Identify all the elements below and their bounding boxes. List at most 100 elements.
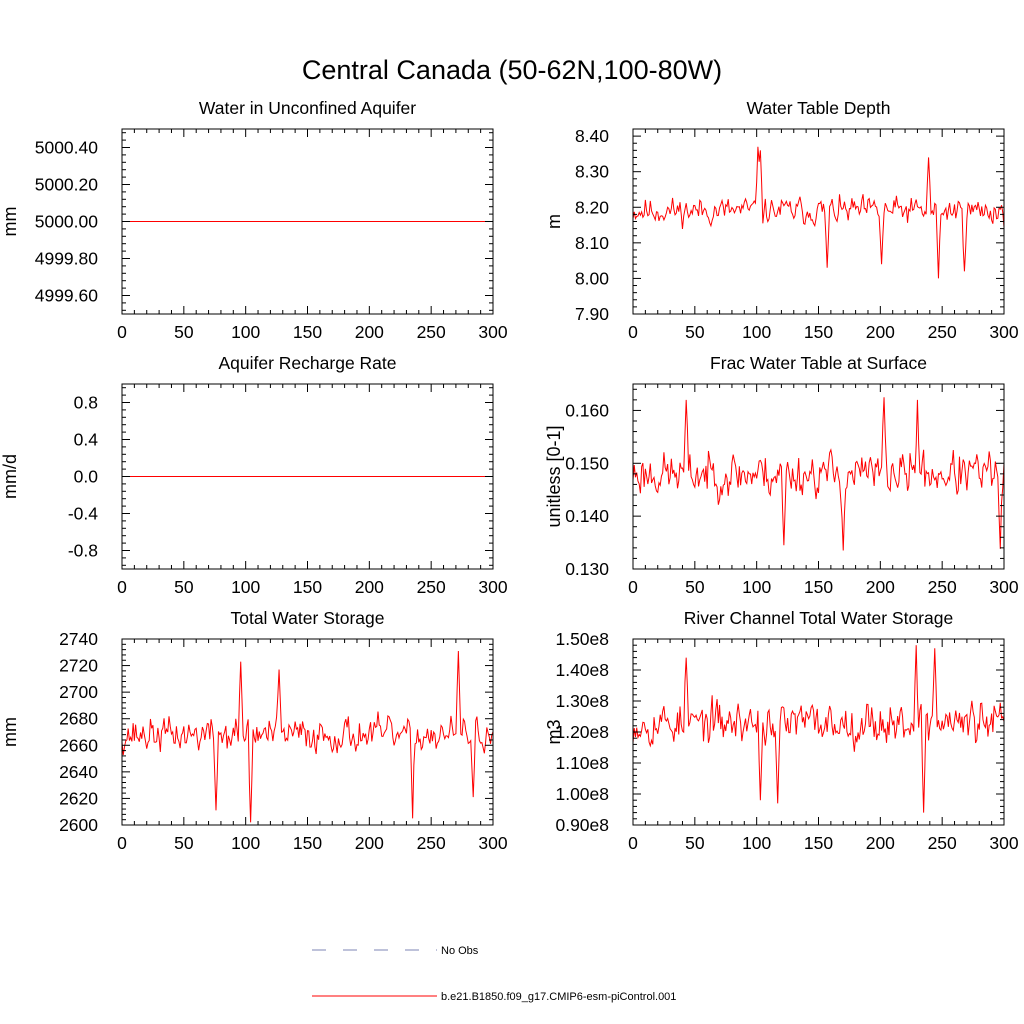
- panel-6: River Channel Total Water Storage m3 0 50 10…: [544, 608, 1019, 853]
- x-tick-label: 250: [417, 322, 446, 342]
- y-tick-label: 5000.20: [35, 175, 99, 195]
- y-tick-label: 1.10e8: [555, 753, 609, 773]
- x-tick-label: 250: [928, 322, 957, 342]
- x-tick-label: 150: [293, 577, 322, 597]
- legend: No Obs b.e21.B1850.f09_g17.CMIP6-esm-piCo…: [312, 945, 676, 1003]
- y-axis-label: m: [544, 214, 564, 229]
- x-tick-label: 300: [989, 577, 1018, 597]
- y-axis-label: mm/d: [0, 454, 20, 499]
- y-tick-label: 0.130: [565, 559, 609, 579]
- figure-title: Central Canada (50-62N,100-80W): [302, 55, 722, 85]
- y-tick-label: 1.20e8: [555, 722, 609, 742]
- y-tick-label: 2640: [59, 762, 98, 782]
- panel-3: Aquifer Recharge Rate mm/d 0 50 100 150 200 250…: [0, 353, 508, 597]
- x-tick-label: 150: [804, 833, 833, 853]
- x-tick-label: 50: [685, 833, 705, 853]
- y-axis-label: unitless [0-1]: [544, 425, 564, 527]
- x-tick-label: 300: [989, 322, 1018, 342]
- x-tick-label: 100: [231, 577, 260, 597]
- y-tick-label: 1.00e8: [555, 784, 609, 804]
- panel-2: Water Table Depth m 0 50 100 150 200 250 300 7.90…: [544, 98, 1019, 342]
- y-tick-label: 0.8: [74, 393, 98, 413]
- panel-title: Water Table Depth: [747, 98, 891, 118]
- panel-1: Water in Unconfined Aquifer mm 0 50 100 150 20…: [0, 98, 508, 342]
- x-tick-label: 0: [117, 833, 127, 853]
- y-tick-label: 0.160: [565, 400, 609, 420]
- y-tick-label: 0.0: [74, 467, 99, 487]
- y-axis-label: m3: [544, 719, 564, 744]
- series-line: [633, 397, 1004, 551]
- x-tick-label: 50: [174, 833, 194, 853]
- x-tick-label: 200: [355, 577, 384, 597]
- x-tick-label: 0: [628, 577, 638, 597]
- y-tick-label: 2680: [59, 709, 98, 729]
- y-tick-label: -0.4: [68, 504, 98, 524]
- y-tick-label: 0.4: [74, 430, 99, 450]
- y-tick-label: 1.40e8: [555, 660, 609, 680]
- y-tick-label: 2700: [59, 682, 98, 702]
- x-tick-label: 50: [174, 577, 194, 597]
- y-tick-label: 2620: [59, 788, 98, 808]
- x-tick-label: 100: [742, 833, 771, 853]
- y-tick-label: 1.30e8: [555, 691, 609, 711]
- x-tick-label: 50: [174, 322, 194, 342]
- x-tick-label: 150: [293, 322, 322, 342]
- panel-title: Frac Water Table at Surface: [710, 353, 927, 373]
- y-axis-label: mm: [0, 717, 20, 747]
- x-tick-label: 250: [417, 833, 446, 853]
- panel-5: Total Water Storage mm 0 50 100 150 200 250 300 2…: [0, 608, 508, 853]
- plot-frame: [632, 128, 1005, 315]
- y-tick-label: 0.150: [565, 453, 609, 473]
- legend-label: No Obs: [441, 945, 479, 957]
- legend-label: b.e21.B1850.f09_g17.CMIP6-esm-piControl.…: [441, 991, 676, 1003]
- y-tick-label: 8.20: [575, 197, 609, 217]
- x-tick-label: 0: [117, 322, 127, 342]
- x-tick-label: 300: [478, 577, 507, 597]
- x-tick-label: 50: [685, 577, 705, 597]
- y-tick-label: 4999.80: [35, 249, 99, 269]
- x-tick-label: 200: [355, 322, 384, 342]
- y-tick-label: 1.50e8: [555, 629, 609, 649]
- x-tick-label: 300: [989, 833, 1018, 853]
- y-tick-label: 8.00: [575, 268, 609, 288]
- y-tick-label: 2660: [59, 735, 98, 755]
- x-tick-label: 250: [928, 833, 957, 853]
- y-tick-label: 5000.00: [35, 212, 99, 232]
- x-tick-label: 300: [478, 322, 507, 342]
- series-line: [633, 146, 1004, 279]
- x-tick-label: 300: [478, 833, 507, 853]
- x-tick-label: 200: [866, 833, 895, 853]
- y-tick-label: -0.8: [68, 541, 98, 561]
- x-tick-label: 0: [628, 322, 638, 342]
- y-axis-label: mm: [0, 207, 20, 237]
- x-tick-label: 100: [231, 833, 260, 853]
- y-tick-label: 8.40: [575, 126, 609, 146]
- y-tick-label: 8.10: [575, 233, 609, 253]
- x-tick-label: 150: [804, 577, 833, 597]
- y-tick-label: 2600: [59, 815, 98, 835]
- y-tick-label: 8.30: [575, 162, 609, 182]
- x-tick-label: 50: [685, 322, 705, 342]
- x-tick-label: 250: [417, 577, 446, 597]
- y-tick-label: 5000.40: [35, 138, 99, 158]
- x-tick-label: 0: [117, 577, 127, 597]
- y-tick-label: 7.90: [575, 304, 609, 324]
- y-tick-label: 2740: [59, 629, 98, 649]
- panel-4: Frac Water Table at Surface unitless [0-1…: [544, 353, 1019, 597]
- y-tick-label: 4999.60: [35, 286, 99, 306]
- panel-title: Water in Unconfined Aquifer: [199, 98, 416, 118]
- x-tick-label: 200: [355, 833, 384, 853]
- panel-title: Aquifer Recharge Rate: [218, 353, 396, 373]
- y-tick-label: 2720: [59, 656, 98, 676]
- x-tick-label: 150: [804, 322, 833, 342]
- x-tick-label: 100: [742, 322, 771, 342]
- x-tick-label: 100: [742, 577, 771, 597]
- y-tick-label: 0.90e8: [555, 815, 609, 835]
- x-tick-label: 200: [866, 577, 895, 597]
- x-tick-label: 200: [866, 322, 895, 342]
- panel-title: Total Water Storage: [230, 608, 384, 628]
- x-tick-label: 0: [628, 833, 638, 853]
- panels: Water in Unconfined Aquifer mm 0 50 100 150 20…: [0, 98, 1019, 853]
- panel-title: River Channel Total Water Storage: [684, 608, 953, 628]
